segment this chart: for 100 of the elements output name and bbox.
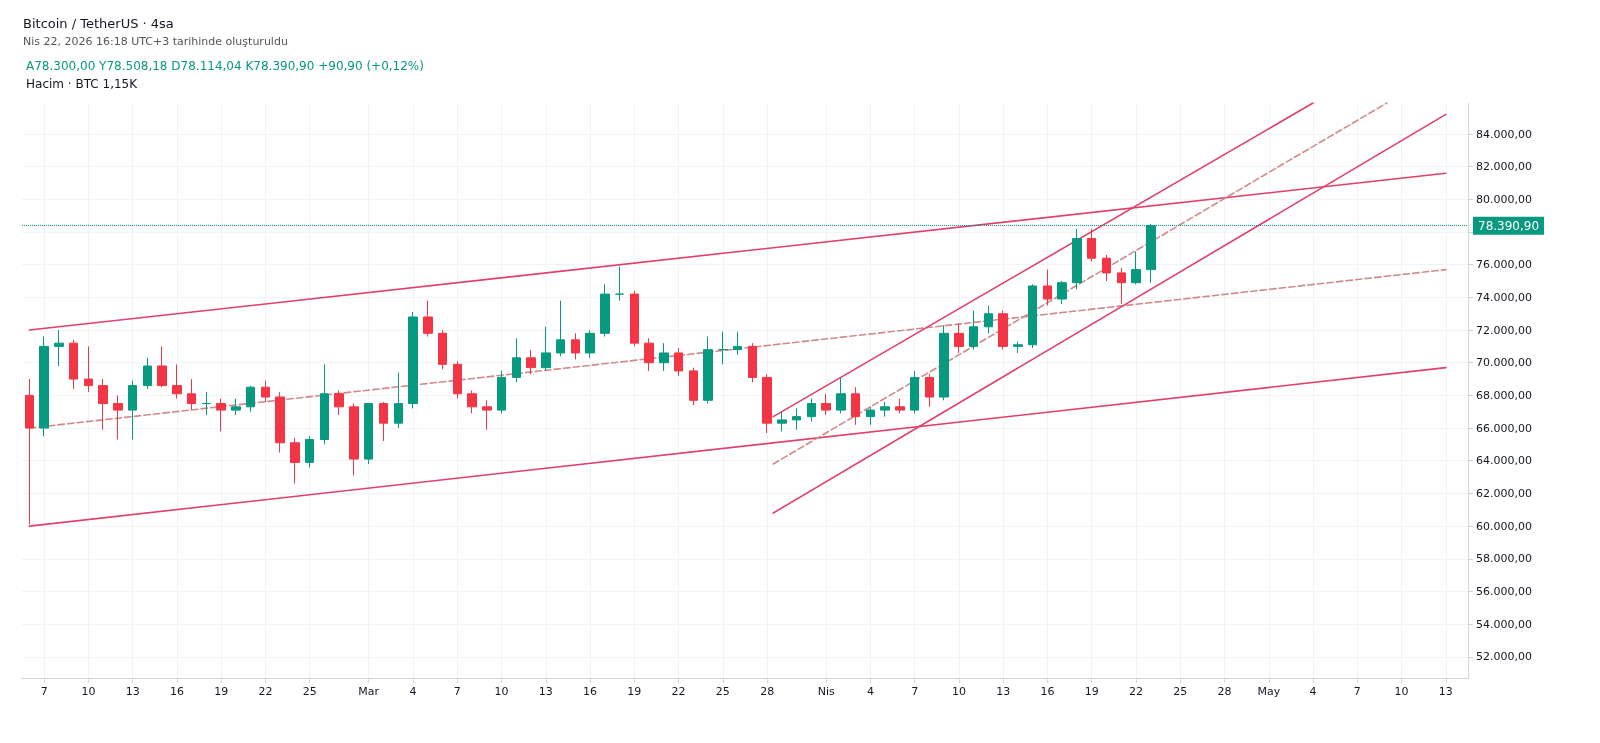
- candlestick: [792, 407, 801, 431]
- candlestick: [821, 393, 831, 416]
- candlestick: [910, 370, 919, 414]
- candlestick: [925, 373, 934, 408]
- x-tick-label: 7: [453, 685, 461, 698]
- candlestick: [571, 332, 580, 360]
- candlestick: [703, 336, 713, 405]
- candlestick: [644, 337, 654, 372]
- candlestick: [379, 401, 388, 442]
- y-tick-label: 56.000,00: [1476, 584, 1532, 598]
- candlestick: [748, 342, 757, 383]
- x-tick-label: 28: [1217, 685, 1232, 698]
- candlestick: [1102, 254, 1111, 282]
- x-tick-label: 16: [1040, 685, 1055, 698]
- candlestick: [836, 376, 846, 414]
- y-tick-label: 74.000,00: [1476, 290, 1532, 304]
- x-tick-label: 4: [409, 685, 417, 698]
- candlestick: [630, 290, 639, 347]
- candlestick: [128, 380, 137, 441]
- candlestick: [320, 363, 329, 445]
- x-tick-label: 16: [583, 685, 598, 698]
- candlestick: [718, 331, 728, 365]
- candlestick: [275, 391, 285, 454]
- x-tick-label: 10: [1394, 685, 1409, 698]
- x-tick-label: 7: [1353, 685, 1361, 698]
- candlestick: [541, 326, 551, 372]
- candlestick: [1072, 228, 1082, 290]
- candlestick: [1117, 267, 1126, 305]
- x-tick-label: 19: [627, 685, 642, 698]
- x-tick-label: 10: [494, 685, 509, 698]
- candlestick: [1043, 269, 1052, 307]
- y-tick-label: 60.000,00: [1476, 519, 1532, 533]
- candlestick: [659, 342, 669, 372]
- x-tick-label: 25: [302, 685, 317, 698]
- candlestick: [998, 309, 1008, 351]
- x-tick-label: 25: [1173, 685, 1188, 698]
- candlestick: [777, 411, 787, 432]
- y-tick-label: 54.000,00: [1476, 617, 1532, 631]
- x-tick-label: 10: [81, 685, 96, 698]
- x-tick-label: 7: [40, 685, 48, 698]
- candlestick: [172, 363, 182, 400]
- candlestick: [1087, 228, 1096, 262]
- y-tick-label: 64.000,00: [1476, 454, 1532, 468]
- candlestick: [689, 367, 698, 406]
- x-tick-label: May: [1257, 685, 1281, 698]
- candlestick: [1013, 340, 1023, 354]
- candlestick: [733, 331, 742, 356]
- x-tick-label: 16: [169, 685, 184, 698]
- x-tick-label: 4: [866, 685, 874, 698]
- candlestick: [526, 349, 536, 375]
- candlestick: [1131, 251, 1141, 285]
- candlestick: [69, 339, 78, 390]
- candlestick: [600, 283, 610, 338]
- x-tick-label: 13: [538, 685, 553, 698]
- x-tick-label: 19: [1084, 685, 1099, 698]
- candlestick: [895, 398, 905, 414]
- x-tick-label: 22: [1129, 685, 1144, 698]
- candlestick: [187, 378, 196, 411]
- ref-line-label: 78.390,90: [1478, 218, 1540, 233]
- candlestick: [231, 398, 241, 416]
- text: Hacim · BTC 1,15K: [26, 77, 139, 91]
- candlestick: [969, 309, 978, 351]
- candlestick: [143, 357, 152, 390]
- candlestick: [453, 360, 462, 400]
- candlestick: [305, 435, 314, 468]
- candlestick: [216, 398, 226, 432]
- text: A78.300,00 Y78.508,18 D78.114,04 K78.390,90 +90,90 (+0,12%): [26, 59, 424, 73]
- candlestick: [438, 329, 447, 370]
- candlestick: [246, 385, 255, 413]
- candlestick: [497, 370, 506, 414]
- x-tick-label: 22: [671, 685, 686, 698]
- candlestick: [423, 300, 433, 338]
- candlestick: [54, 329, 64, 367]
- candlestick: [851, 386, 860, 426]
- candlestick: [202, 391, 211, 416]
- candlestick: [1057, 280, 1067, 305]
- chart-title: Bitcoin / TetherUS · 4sa: [23, 16, 174, 31]
- chart-subtitle: Nis 22, 2026 16:18 UTC+3 tarihinde oluşturuldu: [23, 35, 288, 48]
- y-tick-label: 80.000,00: [1476, 192, 1532, 206]
- x-tick-label: 25: [715, 685, 730, 698]
- y-tick-label: 62.000,00: [1476, 486, 1532, 500]
- y-tick-label: 66.000,00: [1476, 421, 1532, 435]
- y-tick-label: 82.000,00: [1476, 160, 1532, 174]
- candlestick: [939, 324, 949, 401]
- candlestick: [84, 345, 93, 393]
- x-tick-label: 13: [1438, 685, 1453, 698]
- x-tick-label: 7: [911, 685, 919, 698]
- y-tick-label: 84.000,00: [1476, 127, 1532, 141]
- candlestick: [39, 336, 49, 437]
- candlestick: [615, 265, 624, 302]
- candlestick: [807, 398, 816, 423]
- candlestick: [261, 380, 270, 403]
- y-tick-label: 76.000,00: [1476, 258, 1532, 272]
- candlestick: [866, 406, 875, 426]
- candlestick: [25, 378, 34, 525]
- candlestick: [954, 323, 964, 354]
- y-tick-label: 70.000,00: [1476, 356, 1532, 370]
- y-tick-label: 68.000,00: [1476, 388, 1532, 402]
- candlestick: [157, 345, 167, 388]
- y-tick-label: 52.000,00: [1476, 650, 1532, 664]
